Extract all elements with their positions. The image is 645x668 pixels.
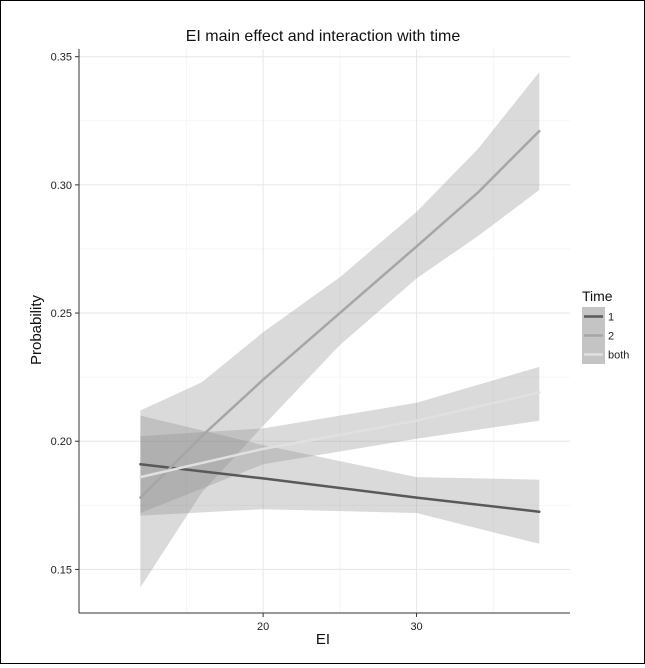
y-tick-label: 0.20 <box>51 436 72 448</box>
chart-title: EI main effect and interaction with time <box>186 28 461 45</box>
x-tick-label: 20 <box>257 621 269 633</box>
y-axis-label: Probability <box>28 294 45 365</box>
x-tick-label: 30 <box>410 621 422 633</box>
ribbon-series-1 <box>140 415 540 544</box>
y-tick-label: 0.35 <box>51 52 72 64</box>
ribbon-series-both <box>140 366 540 513</box>
legend-label-1: 1 <box>608 312 614 324</box>
plot-background <box>79 49 570 613</box>
legend-items: 1 2 both <box>582 307 629 364</box>
y-tick-label: 0.15 <box>51 564 72 576</box>
legend: Time 1 2 both <box>582 288 629 364</box>
line-series-1 <box>139 463 541 513</box>
line-series-both <box>139 391 541 479</box>
legend-title: Time <box>582 288 613 304</box>
plot-area: 0.15 0.20 0.25 0.30 0.35 20 30 <box>51 49 570 633</box>
x-axis-label: EI <box>316 631 330 648</box>
legend-label-both: both <box>608 350 629 362</box>
ribbon-series-2 <box>140 72 540 588</box>
y-tick-label: 0.25 <box>51 308 72 320</box>
y-tick-label: 0.30 <box>51 180 72 192</box>
legend-label-2: 2 <box>608 331 614 343</box>
line-series-2 <box>139 129 541 499</box>
